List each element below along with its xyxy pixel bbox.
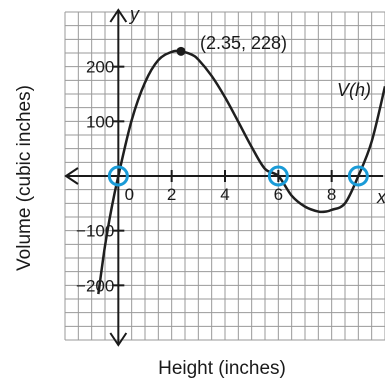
x-tick-label: 2	[167, 185, 176, 204]
y-tick-label: 200	[86, 58, 114, 77]
x-tick-label: 4	[220, 185, 229, 204]
y-axis-arrow-up	[109, 8, 128, 23]
x-tick-label: 0	[125, 185, 134, 204]
x-axis-title: Height (inches)	[158, 358, 286, 379]
zero-marker	[107, 165, 129, 187]
series-line-v-of-h	[97, 49, 385, 295]
x-axis-letter: x	[376, 187, 385, 207]
y-axis-arrow-down	[109, 332, 128, 347]
curve-layer	[97, 49, 385, 295]
x-tick-label: 8	[327, 185, 336, 204]
series-label: V(h)	[337, 80, 371, 100]
zero-marker	[347, 165, 369, 187]
zero-marker	[267, 165, 289, 187]
max-point-label: (2.35, 228)	[200, 33, 287, 53]
tick-labels: 0 2 4 6 8 −200 −100 100 200	[76, 58, 336, 296]
y-tick-label: −100	[76, 222, 114, 241]
x-axis-arrow-left	[64, 167, 79, 185]
y-tick-label: 100	[86, 112, 114, 131]
y-axis-title: Volume (cubic inches)	[14, 85, 35, 271]
max-point-marker	[176, 46, 186, 56]
y-tick-label: −200	[76, 276, 114, 295]
markers	[107, 46, 369, 187]
y-axis-letter: y	[128, 4, 140, 24]
x-tick-label: 6	[274, 185, 283, 204]
